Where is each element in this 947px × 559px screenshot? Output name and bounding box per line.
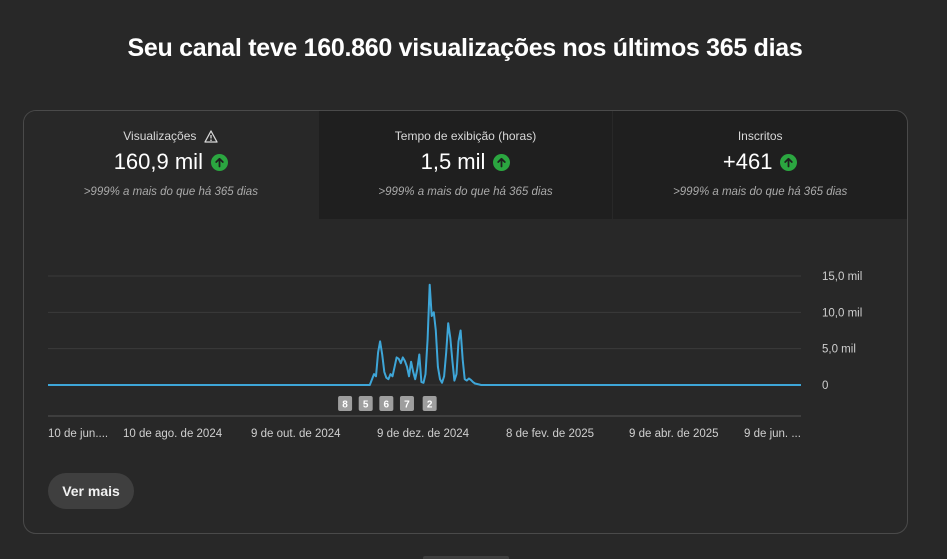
page-title: Seu canal teve 160.860 visualizações nos… [127,34,803,62]
video-marker [379,396,394,411]
metric-comparison: >999% a mais do que há 365 dias [378,186,553,198]
metric-value: 160,9 mil [113,149,203,174]
metric-value: +461 [722,149,773,174]
x-tick-label: 8 de fev. de 2025 [506,428,594,440]
arrow-up-circle-icon [780,153,798,171]
x-tick-label: 10 de jun.... [48,428,108,440]
y-tick-label: 10,0 mil [822,307,862,319]
metric-value: 1,5 mil [420,149,486,174]
chart-svg: 15,0 mil 10,0 mil 5,0 mil 0 10 de jun.... 10 … [48,271,862,440]
metric-label: Tempo de exibição (horas) [394,129,537,143]
overview-card: Visualizações 160,9 mil >99 [23,110,908,534]
video-marker-label: 8 [342,400,348,411]
video-marker-label: 2 [427,400,433,411]
y-tick-label: 5,0 mil [822,344,856,356]
video-marker-label: 5 [363,400,369,411]
arrow-up-circle-icon [210,153,228,171]
video-marker-label: 6 [384,400,390,411]
x-tick-label: 9 de jun. ... [744,428,801,440]
x-tick-label: 9 de out. de 2024 [251,428,341,440]
metric-comparison: >999% a mais do que há 365 dias [83,186,258,198]
x-tick-label: 10 de ago. de 2024 [123,428,223,440]
metric-label: Inscritos [737,129,783,143]
views-chart[interactable]: 15,0 mil 10,0 mil 5,0 mil 0 10 de jun.... 10 … [24,219,907,459]
see-more-button[interactable]: Ver mais [48,473,134,509]
warning-icon[interactable] [204,129,219,143]
tab-watch-time[interactable]: Tempo de exibição (horas) 1,5 mil >999% … [317,111,613,219]
metric-comparison: >999% a mais do que há 365 dias [673,186,848,198]
video-marker [422,396,437,411]
y-tick-label: 15,0 mil [822,271,862,283]
x-tick-label: 9 de abr. de 2025 [629,428,719,440]
metric-tabs: Visualizações 160,9 mil >99 [24,111,907,219]
metric-label: Visualizações [123,129,197,143]
video-marker [399,396,414,411]
y-tick-label: 0 [822,380,828,392]
video-marker [358,396,373,411]
video-marker [338,396,353,411]
series-line [48,283,801,386]
x-tick-label: 9 de dez. de 2024 [377,428,470,440]
tab-views[interactable]: Visualizações 160,9 mil >99 [24,111,318,219]
tab-subscribers[interactable]: Inscritos +461 >999% a mais do que há 36… [612,111,907,219]
video-marker-label: 7 [404,400,410,411]
arrow-up-circle-icon [493,153,511,171]
scroll-tab [423,556,509,559]
